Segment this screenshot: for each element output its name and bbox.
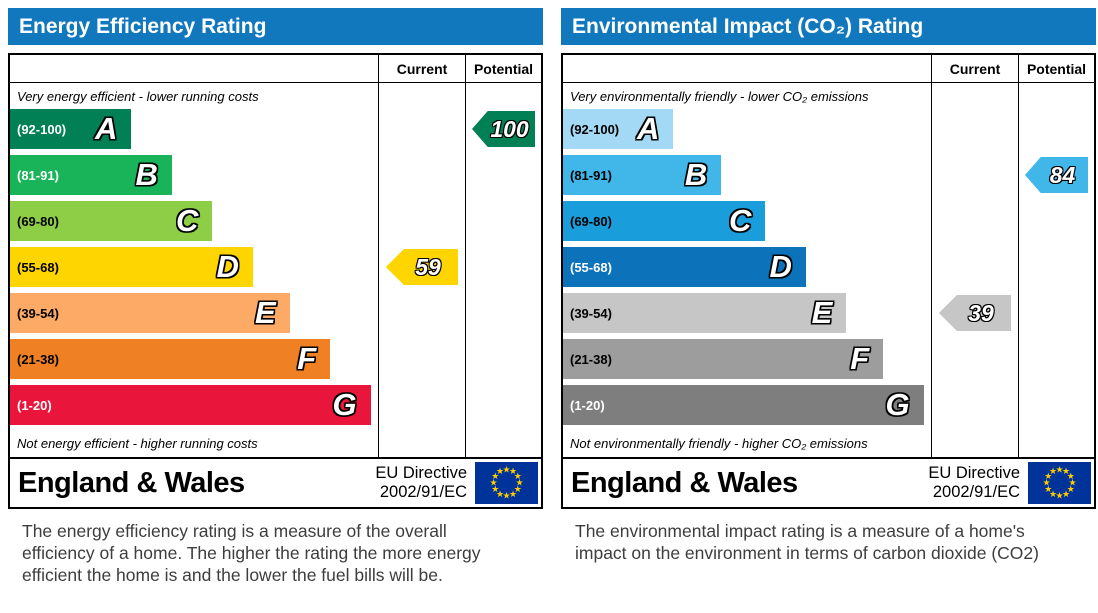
band-range: (21-38) xyxy=(570,351,612,367)
chart-description: The environmental impact rating is a mea… xyxy=(575,521,1039,564)
eu-directive-line2: 2002/91/EC xyxy=(932,483,1020,501)
band-range: (81-91) xyxy=(570,167,612,183)
band-letter: A xyxy=(95,111,118,146)
current-rating-arrow: 39 xyxy=(938,295,1012,331)
band-letter: E xyxy=(811,295,833,330)
band-range: (55-68) xyxy=(570,259,612,275)
band-letter: C xyxy=(176,203,199,238)
band-b: (81-91) B xyxy=(563,155,722,195)
band-d: (55-68) D xyxy=(563,247,806,287)
band-e: (39-54) E xyxy=(10,293,290,333)
potential-rating-arrow: 100 xyxy=(472,111,535,147)
band-range: (55-68) xyxy=(17,259,59,275)
band-letter: D xyxy=(769,249,792,284)
current-column-header: Current xyxy=(931,55,1018,83)
band-letter: B xyxy=(684,157,708,192)
band-range: (92-100) xyxy=(570,121,620,137)
eu-flag-icon: ★ ★ ★ ★ ★ ★ ★ ★ ★ ★ ★ ★ xyxy=(475,462,538,504)
bottom-caption: Not energy efficient - higher running co… xyxy=(17,436,258,451)
band-range: (69-80) xyxy=(570,213,612,229)
potential-column: 100 xyxy=(465,83,541,457)
band-letter: G xyxy=(885,387,910,422)
band-range: (69-80) xyxy=(17,213,59,229)
band-letter: D xyxy=(216,249,239,284)
band-letter: G xyxy=(332,387,357,422)
corner-cell xyxy=(563,55,931,83)
band-c: (69-80) C xyxy=(10,201,213,241)
band-range: (1-20) xyxy=(17,397,52,413)
band-letter: F xyxy=(297,341,317,376)
band-letter: C xyxy=(729,203,752,238)
band-range: (39-54) xyxy=(17,305,59,321)
band-range: (21-38) xyxy=(17,351,59,367)
top-caption: Very environmentally friendly - lower CO… xyxy=(570,89,869,104)
chart-description: The energy efficiency rating is a measur… xyxy=(22,521,481,586)
chart-title: Environmental Impact (CO₂) Rating xyxy=(561,8,1096,45)
rating-table: Current Potential Very energy efficient … xyxy=(8,53,543,509)
region-label: England & Wales xyxy=(571,466,798,499)
table-footer: England & Wales EU Directive 2002/91/EC … xyxy=(10,457,541,507)
current-rating-arrow: 59 xyxy=(385,249,459,285)
region-label: England & Wales xyxy=(18,466,245,499)
band-a: (92-100) A xyxy=(10,109,132,149)
eu-directive-line1: EU Directive xyxy=(375,464,467,483)
band-d: (55-68) D xyxy=(10,247,253,287)
top-caption: Very energy efficient - lower running co… xyxy=(17,89,259,104)
energy-efficiency-chart: Energy Efficiency Rating Current Potenti… xyxy=(8,8,543,587)
potential-rating-arrow: 84 xyxy=(1025,157,1088,193)
eu-directive-label: EU Directive 2002/91/EC xyxy=(375,464,467,502)
epc-page: Energy Efficiency Rating Current Potenti… xyxy=(8,8,1096,587)
band-range: (92-100) xyxy=(17,121,67,137)
current-column: 59 xyxy=(378,83,465,457)
eu-directive-label: EU Directive 2002/91/EC xyxy=(928,464,1020,502)
bands-column: Very environmentally friendly - lower CO… xyxy=(563,83,931,457)
band-g: (1-20) G xyxy=(563,385,924,425)
band-letter: E xyxy=(254,295,276,330)
band-f: (21-38) F xyxy=(563,339,884,379)
bottom-caption: Not environmentally friendly - higher CO… xyxy=(570,436,868,451)
eu-directive-line2: 2002/91/EC xyxy=(379,483,467,501)
table-footer: England & Wales EU Directive 2002/91/EC … xyxy=(563,457,1094,507)
corner-cell xyxy=(10,55,378,83)
band-a: (92-100) A xyxy=(563,109,674,149)
potential-column-header: Potential xyxy=(1018,55,1094,83)
eu-directive-line1: EU Directive xyxy=(928,464,1020,483)
band-c: (69-80) C xyxy=(563,201,766,241)
current-column-header: Current xyxy=(378,55,465,83)
bands-column: Very energy efficient - lower running co… xyxy=(10,83,378,457)
band-letter: A xyxy=(637,111,660,146)
eu-flag-icon: ★ ★ ★ ★ ★ ★ ★ ★ ★ ★ ★ ★ xyxy=(1028,462,1091,504)
rating-table: Current Potential Very environmentally f… xyxy=(561,53,1096,509)
band-f: (21-38) F xyxy=(10,339,331,379)
band-letter: F xyxy=(850,341,870,376)
band-range: (39-54) xyxy=(570,305,612,321)
current-column: 39 xyxy=(931,83,1018,457)
potential-column: 84 xyxy=(1018,83,1094,457)
chart-title: Energy Efficiency Rating xyxy=(8,8,543,45)
band-letter: B xyxy=(135,157,158,192)
potential-column-header: Potential xyxy=(465,55,541,83)
environmental-impact-chart: Environmental Impact (CO₂) Rating Curren… xyxy=(561,8,1096,587)
band-range: (1-20) xyxy=(570,397,605,413)
band-e: (39-54) E xyxy=(563,293,847,333)
band-range: (81-91) xyxy=(17,167,59,183)
band-b: (81-91) B xyxy=(10,155,172,195)
band-g: (1-20) G xyxy=(10,385,371,425)
